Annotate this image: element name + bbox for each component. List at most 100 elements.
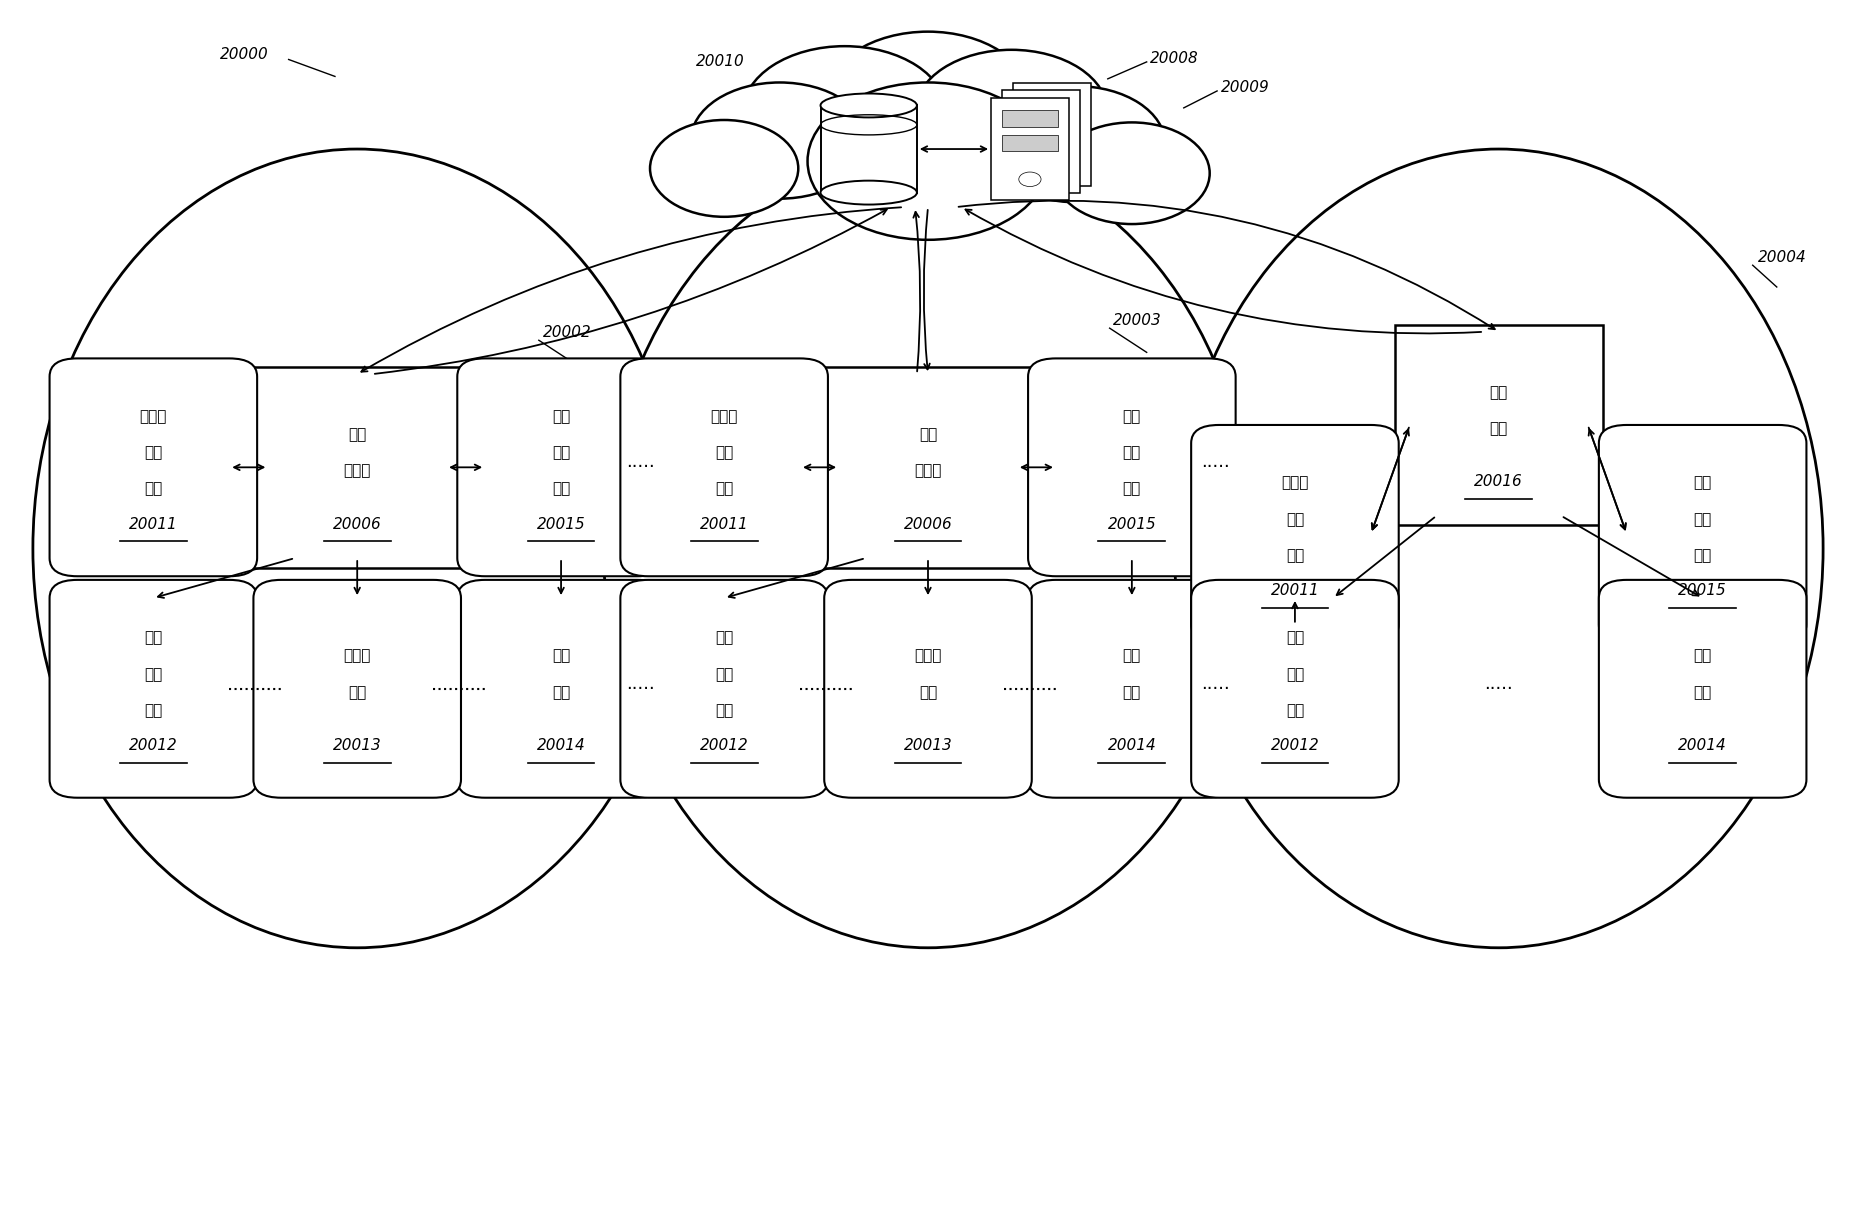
FancyBboxPatch shape bbox=[1002, 135, 1057, 152]
Text: 环境: 环境 bbox=[1122, 409, 1141, 425]
Text: 人机: 人机 bbox=[714, 631, 733, 645]
FancyBboxPatch shape bbox=[254, 366, 460, 568]
Text: 20006: 20006 bbox=[332, 517, 382, 531]
Text: 系统: 系统 bbox=[1692, 548, 1710, 563]
Text: 20011: 20011 bbox=[1271, 583, 1319, 598]
Circle shape bbox=[649, 120, 798, 217]
Circle shape bbox=[1018, 172, 1041, 187]
Circle shape bbox=[742, 46, 946, 180]
Text: ·····: ····· bbox=[625, 459, 655, 477]
Text: 界面: 界面 bbox=[145, 667, 163, 682]
FancyBboxPatch shape bbox=[620, 580, 827, 798]
Text: 20002: 20002 bbox=[542, 325, 592, 341]
Circle shape bbox=[915, 50, 1107, 176]
Text: 界面: 界面 bbox=[1286, 667, 1304, 682]
FancyBboxPatch shape bbox=[50, 358, 258, 576]
Text: 环境: 环境 bbox=[551, 409, 569, 425]
Text: 20014: 20014 bbox=[1677, 739, 1727, 753]
Text: 20008: 20008 bbox=[1150, 51, 1198, 66]
FancyBboxPatch shape bbox=[50, 580, 258, 798]
Text: ·····: ····· bbox=[1200, 679, 1230, 697]
Text: 器械: 器械 bbox=[1692, 685, 1710, 700]
Ellipse shape bbox=[33, 149, 681, 947]
Text: 感测: 感测 bbox=[1692, 512, 1710, 526]
FancyBboxPatch shape bbox=[1395, 325, 1601, 525]
Text: 感测: 感测 bbox=[1122, 445, 1141, 460]
Text: 可穿戴: 可穿戴 bbox=[1280, 475, 1308, 490]
Circle shape bbox=[807, 82, 1048, 240]
Text: 20006: 20006 bbox=[903, 517, 952, 531]
Text: 计算: 计算 bbox=[1490, 385, 1506, 400]
Text: 人机: 人机 bbox=[1286, 631, 1304, 645]
Text: 人机: 人机 bbox=[145, 631, 163, 645]
FancyBboxPatch shape bbox=[1191, 580, 1399, 798]
Text: 20015: 20015 bbox=[536, 517, 584, 531]
Text: 集线器: 集线器 bbox=[915, 463, 940, 478]
Text: 感测: 感测 bbox=[145, 445, 163, 460]
FancyBboxPatch shape bbox=[1597, 425, 1805, 643]
Text: 系统: 系统 bbox=[714, 704, 733, 718]
Text: 可穿戴: 可穿戴 bbox=[139, 409, 167, 425]
Text: 20003: 20003 bbox=[1113, 313, 1161, 329]
Text: 系统: 系统 bbox=[349, 685, 365, 700]
Text: 器械: 器械 bbox=[1122, 685, 1141, 700]
FancyBboxPatch shape bbox=[824, 580, 1031, 798]
Text: 20010: 20010 bbox=[696, 55, 744, 69]
Text: 系统: 系统 bbox=[1286, 704, 1304, 718]
Text: 机器人: 机器人 bbox=[915, 649, 940, 664]
Ellipse shape bbox=[1174, 149, 1822, 947]
Text: 系统: 系统 bbox=[714, 482, 733, 496]
Text: 外科: 外科 bbox=[918, 427, 937, 443]
Text: 界面: 界面 bbox=[714, 667, 733, 682]
Text: 20014: 20014 bbox=[536, 739, 584, 753]
FancyBboxPatch shape bbox=[1013, 82, 1091, 186]
Text: 20012: 20012 bbox=[699, 739, 748, 753]
Text: 机器人: 机器人 bbox=[343, 649, 371, 664]
Text: 20015: 20015 bbox=[1107, 517, 1156, 531]
Text: 系统: 系统 bbox=[551, 482, 569, 496]
FancyBboxPatch shape bbox=[991, 97, 1068, 200]
Text: 外科: 外科 bbox=[349, 427, 365, 443]
Text: 装置: 装置 bbox=[1490, 421, 1506, 437]
Text: 20004: 20004 bbox=[1757, 250, 1807, 266]
Text: 20013: 20013 bbox=[332, 739, 382, 753]
Text: 20012: 20012 bbox=[128, 739, 178, 753]
Circle shape bbox=[987, 86, 1165, 203]
Circle shape bbox=[1054, 123, 1209, 224]
Text: 20009: 20009 bbox=[1221, 80, 1269, 95]
Text: 感测: 感测 bbox=[714, 445, 733, 460]
Ellipse shape bbox=[820, 181, 916, 205]
Text: 20013: 20013 bbox=[903, 739, 952, 753]
FancyBboxPatch shape bbox=[620, 358, 827, 576]
Text: 智能: 智能 bbox=[1122, 649, 1141, 664]
Text: 系统: 系统 bbox=[1122, 482, 1141, 496]
Text: 系统: 系统 bbox=[145, 704, 163, 718]
Text: 系统: 系统 bbox=[1286, 548, 1304, 563]
Text: 集线器: 集线器 bbox=[343, 463, 371, 478]
Text: 感测: 感测 bbox=[551, 445, 569, 460]
FancyBboxPatch shape bbox=[820, 106, 916, 193]
Text: 系统: 系统 bbox=[145, 482, 163, 496]
Text: ·····: ····· bbox=[1200, 459, 1230, 477]
Circle shape bbox=[690, 82, 868, 199]
FancyBboxPatch shape bbox=[1028, 580, 1235, 798]
Text: 感测: 感测 bbox=[1286, 512, 1304, 526]
Text: 20011: 20011 bbox=[699, 517, 748, 531]
Text: 20011: 20011 bbox=[128, 517, 178, 531]
Text: 20015: 20015 bbox=[1677, 583, 1727, 598]
FancyBboxPatch shape bbox=[1191, 425, 1399, 643]
Text: 20014: 20014 bbox=[1107, 739, 1156, 753]
Text: 智能: 智能 bbox=[551, 649, 569, 664]
Text: 20016: 20016 bbox=[1473, 474, 1523, 489]
Text: ·····: ····· bbox=[625, 679, 655, 697]
Text: ·····: ····· bbox=[1484, 679, 1512, 697]
Text: 20000: 20000 bbox=[221, 47, 269, 62]
FancyBboxPatch shape bbox=[1002, 90, 1080, 193]
FancyBboxPatch shape bbox=[456, 358, 664, 576]
Text: 系统: 系统 bbox=[918, 685, 937, 700]
FancyBboxPatch shape bbox=[1597, 580, 1805, 798]
Text: 20012: 20012 bbox=[1271, 739, 1319, 753]
Text: 环境: 环境 bbox=[1692, 475, 1710, 490]
FancyBboxPatch shape bbox=[456, 580, 664, 798]
FancyBboxPatch shape bbox=[1028, 358, 1235, 576]
